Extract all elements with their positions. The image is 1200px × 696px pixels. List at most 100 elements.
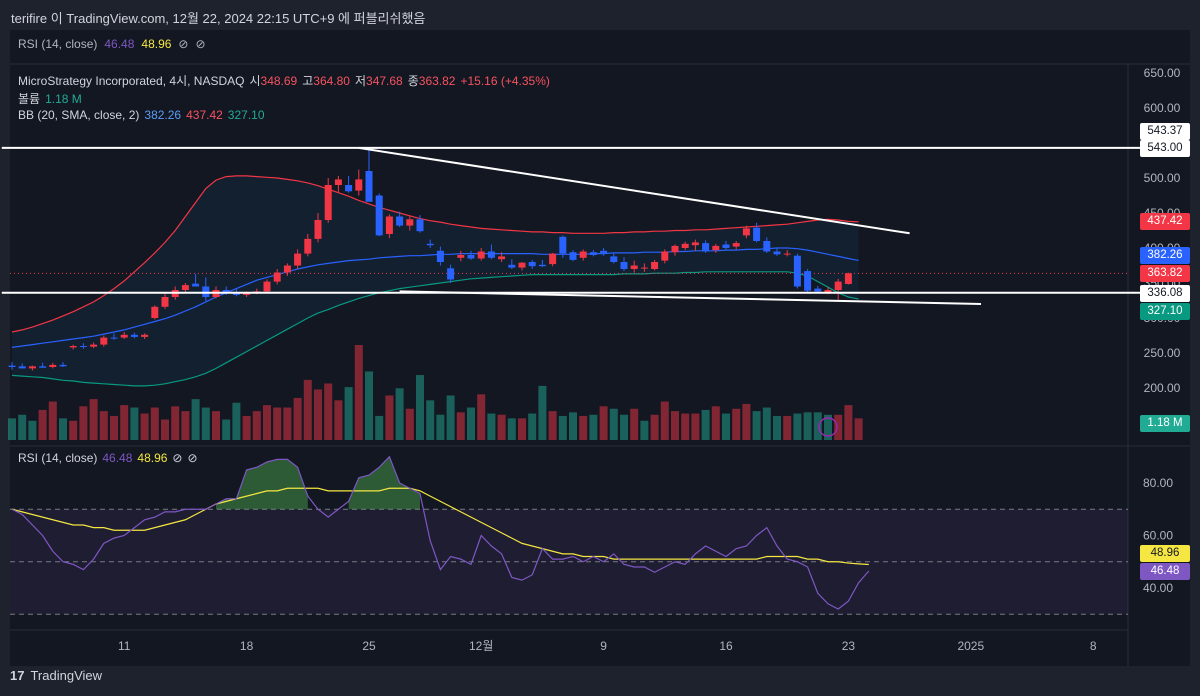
volume-bar: [589, 414, 598, 440]
volume-bar: [283, 407, 292, 440]
bb-lower-value: 327.10: [227, 108, 265, 122]
price-box-level3: 336.08: [1140, 285, 1190, 302]
candle-body: [783, 253, 791, 255]
candle-body: [559, 236, 567, 254]
volume-bar: [732, 408, 741, 440]
volume-bar: [375, 415, 384, 440]
volume-bar: [762, 407, 771, 440]
candle-body: [589, 252, 597, 255]
volume-bar: [701, 409, 710, 440]
candle-body: [39, 366, 47, 368]
volume-bar: [518, 418, 526, 440]
symbol-legend: MicroStrategy Incorporated, 4시, NASDAQ 시…: [18, 72, 550, 89]
candle-body: [518, 262, 526, 268]
volume-bar: [426, 400, 435, 440]
price-box-rsi-ma: 48.96: [1140, 545, 1190, 562]
candle-body: [712, 245, 720, 251]
rsi-overbought-fill: [348, 456, 420, 510]
price-tick-label: 200.00: [1144, 381, 1181, 395]
candle-body: [49, 364, 57, 367]
bb-basis-value: 382.26: [144, 108, 182, 122]
open-value: 348.69: [260, 74, 298, 88]
candle-body: [579, 251, 587, 258]
volume-bar: [171, 406, 180, 440]
rsi-line: [11, 455, 870, 610]
volume-bar: [803, 412, 812, 440]
volume-bar: [79, 406, 88, 440]
candle-body: [844, 273, 852, 284]
volume-bar: [252, 411, 261, 440]
volume-bar: [599, 406, 608, 440]
volume-bar: [834, 414, 843, 440]
time-tick-label: 9: [600, 639, 607, 653]
volume-bar: [222, 419, 231, 440]
hide-icon[interactable]: ⊘: [178, 37, 189, 51]
open-label: 시: [249, 74, 261, 88]
candle-body: [508, 264, 516, 268]
volume-bar: [630, 408, 639, 440]
candle-body: [671, 245, 679, 253]
volume-bar: [711, 406, 720, 440]
volume-bar: [181, 411, 190, 440]
volume-bar: [110, 415, 118, 440]
symbol-title[interactable]: MicroStrategy Incorporated, 4시, NASDAQ: [18, 74, 245, 88]
volume-bar: [548, 411, 557, 440]
volume-bar: [558, 415, 567, 440]
volume-bar: [293, 397, 302, 440]
candle-body: [385, 216, 393, 234]
high-value: 364.80: [313, 74, 350, 88]
price-box-last: 363.82: [1140, 265, 1190, 282]
bb-basis-line: [11, 247, 859, 348]
volume-bar: [773, 415, 781, 440]
chart-svg[interactable]: 650.00600.00550.00500.00450.00400.00350.…: [0, 0, 1200, 666]
rsi-hide-icon[interactable]: ⊘: [172, 451, 183, 465]
volume-bar: [161, 419, 169, 440]
tradingview-brand[interactable]: TradingView: [30, 668, 103, 683]
rsi-tick-label: 40.00: [1143, 581, 1173, 595]
price-box-bb-basis: 382.26: [1140, 247, 1190, 264]
candle-body: [110, 337, 118, 339]
alert-icon: [818, 417, 838, 437]
settings-icon[interactable]: ⊘: [195, 37, 206, 51]
candle-body: [18, 366, 26, 369]
volume-bar: [620, 414, 628, 440]
candle-body: [600, 250, 608, 253]
volume-bar: [28, 420, 37, 440]
candle-body: [79, 346, 87, 347]
volume-bar: [18, 414, 27, 440]
candle-body: [141, 334, 149, 337]
volume-bar: [120, 405, 129, 440]
tradingview-logo-icon[interactable]: 17: [10, 668, 25, 683]
volume-bar: [365, 371, 373, 440]
price-tick-label: 500.00: [1144, 171, 1181, 185]
candle-body: [834, 281, 842, 290]
price-box-bb-lower: 327.10: [1140, 303, 1190, 320]
volume-bar: [609, 408, 618, 440]
time-tick-label: 8: [1090, 639, 1097, 653]
volume-bar: [446, 395, 455, 440]
volume-bar: [354, 345, 363, 440]
candle-body: [753, 227, 761, 241]
candle-body: [538, 264, 546, 267]
volume-bar: [324, 383, 333, 440]
volume-bar: [722, 413, 730, 440]
candle-body: [661, 251, 669, 261]
candle-body: [222, 290, 230, 293]
candle-body: [69, 346, 77, 348]
volume-legend: 볼륨 1.18 M: [18, 90, 82, 107]
price-tick-label: 650.00: [1144, 66, 1181, 80]
candle-body: [100, 337, 108, 345]
volume-bar: [242, 415, 251, 440]
time-tick-label: 16: [719, 639, 733, 653]
rsi-settings-icon[interactable]: ⊘: [187, 451, 198, 465]
volume-bar: [660, 401, 669, 440]
candle-body: [651, 262, 659, 269]
rsi-top-legend: RSI (14, close) 46.48 48.96 ⊘ ⊘: [18, 37, 206, 51]
volume-bar: [130, 407, 139, 440]
volume-bar: [650, 414, 659, 440]
high-label: 고: [302, 74, 314, 88]
candle-body: [192, 283, 200, 287]
candle-body: [365, 171, 373, 202]
bb-label: BB (20, SMA, close, 2): [18, 108, 140, 122]
volume-bar: [467, 407, 475, 440]
